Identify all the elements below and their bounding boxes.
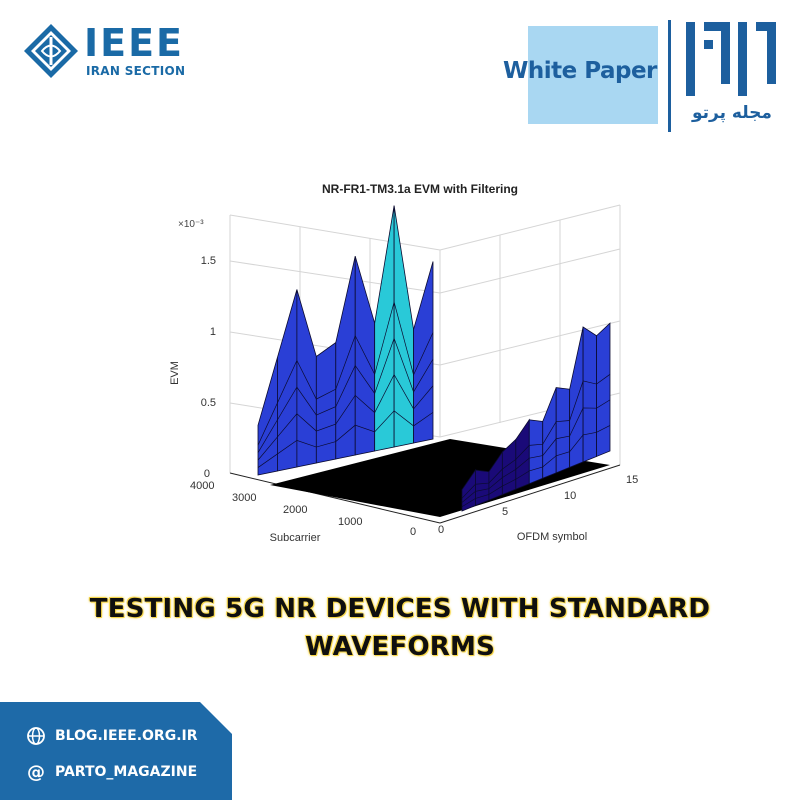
blog-link-row[interactable]: BLOG.IEEE.ORG.IR — [26, 724, 198, 748]
ieee-wordmark: IEEE — [84, 21, 185, 65]
x-tick-label: 1000 — [338, 516, 362, 528]
blog-url[interactable]: BLOG.IEEE.ORG.IR — [55, 728, 198, 744]
surface-mesh-line — [461, 374, 611, 499]
x-tick-label: 3000 — [232, 492, 256, 504]
y-tick-label: 5 — [502, 506, 508, 518]
surface-mesh-line — [257, 300, 434, 446]
surface-ridge-low — [555, 387, 571, 474]
surface-mesh-line — [257, 410, 434, 468]
surface-ridge-low — [569, 326, 584, 468]
x-tick-label: 2000 — [283, 504, 307, 516]
ieee-diamond-icon — [24, 24, 78, 78]
logo-divider — [668, 20, 671, 132]
surface-ridge-low — [596, 322, 611, 458]
surface-ridge-high — [296, 289, 317, 468]
surface-ridge-low — [515, 418, 530, 490]
z-tick-label: 1.5 — [201, 255, 216, 267]
surface-ridge-low — [475, 469, 490, 507]
surface-ridge-low — [528, 419, 544, 485]
parto-logo-icon — [686, 22, 776, 96]
headline: TESTING 5G NR DEVICES WITH STANDARD WAVE… — [60, 590, 740, 666]
surface-mesh-line — [461, 399, 611, 503]
y-tick-label: 10 — [564, 490, 576, 502]
z-tick-label: 1 — [210, 326, 216, 338]
surface-mesh-line — [257, 337, 434, 453]
headline-line-1: TESTING 5G NR DEVICES WITH STANDARD — [89, 594, 711, 624]
surface-ridge-low — [501, 438, 517, 496]
footer-panel: BLOG.IEEE.ORG.IR @ PARTO_MAGAZINE — [0, 702, 232, 800]
z-multiplier: ×10⁻³ — [178, 219, 204, 230]
surface-ridge-high — [277, 289, 298, 472]
y-tick-label: 0 — [438, 524, 444, 536]
ieee-logo: IEEE IRAN SECTION — [22, 22, 202, 82]
white-paper-badge-bg — [528, 26, 658, 124]
at-icon: @ — [27, 761, 45, 783]
surface-ridge-low — [582, 326, 597, 463]
magazine-handle[interactable]: PARTO_MAGAZINE — [55, 764, 198, 780]
x-tick-label: 0 — [410, 526, 416, 538]
x-axis-label: Subcarrier — [270, 532, 321, 544]
handle-row[interactable]: @ PARTO_MAGAZINE — [26, 760, 197, 784]
surface-mesh-line — [257, 373, 434, 461]
surface-ridge-high — [315, 341, 337, 464]
surface-ridge-high — [413, 261, 434, 444]
surface-ridge-high — [393, 205, 414, 448]
headline-line-2: WAVEFORMS — [304, 632, 496, 662]
surface-ridge-high — [335, 256, 356, 460]
ieee-section-label: IRAN SECTION — [86, 64, 186, 78]
x-tick-label: 4000 — [190, 480, 214, 492]
white-paper-badge: White Paper — [503, 58, 657, 84]
y-tick-label: 15 — [626, 474, 638, 486]
y-axis-label: OFDM symbol — [517, 531, 587, 543]
chart-title: NR-FR1-TM3.1a EVM with Filtering — [322, 182, 518, 196]
evm-surface-chart: NR-FR1-TM3.1a EVM with Filtering ×10⁻³ 0… — [169, 182, 638, 544]
globe-icon — [26, 726, 46, 746]
surface-mesh-line — [461, 425, 611, 508]
axes-floor — [229, 464, 621, 524]
z-tick-label: 0.5 — [201, 397, 216, 409]
magazine-name: مجله پرتو — [692, 103, 772, 123]
surface-ridge-high — [257, 357, 278, 476]
z-axis-label: EVM — [169, 361, 181, 385]
z-tick-label: 0 — [204, 468, 210, 480]
